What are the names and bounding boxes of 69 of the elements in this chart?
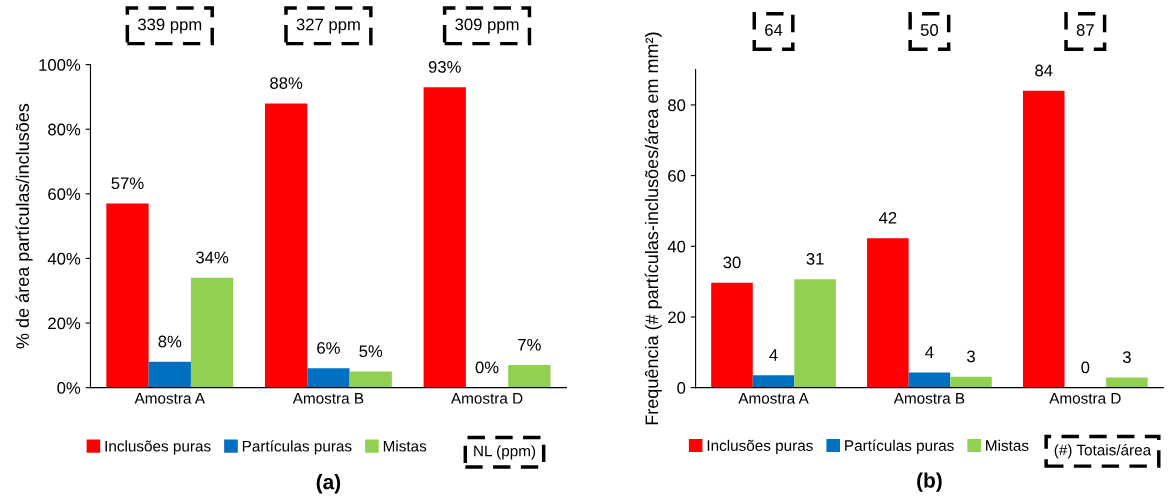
legend-label: Mistas <box>383 440 427 452</box>
data-label: 93% <box>428 61 461 73</box>
x-tick-label: Amostra D <box>1049 393 1121 404</box>
bar <box>711 282 753 388</box>
data-label: 42 <box>878 211 897 224</box>
data-label: 3 <box>967 350 975 363</box>
data-label: 0 <box>1081 361 1090 374</box>
bar <box>508 365 551 388</box>
bar <box>867 238 909 388</box>
data-label: 8% <box>158 335 182 348</box>
y-tick-label: 20 <box>668 311 686 324</box>
bar <box>950 376 992 388</box>
data-label: 31 <box>806 252 824 265</box>
bar <box>307 368 350 388</box>
data-label: 0% <box>475 361 499 374</box>
text: 339 ppm <box>138 18 202 34</box>
bar <box>349 371 392 388</box>
data-label: 84 <box>1035 64 1053 77</box>
bar <box>908 372 951 388</box>
text: NL (ppm) <box>474 445 536 460</box>
data-label: 3 <box>1122 351 1131 364</box>
x-tick-label: Amostra A <box>134 393 205 404</box>
y-tick-label: 0 <box>677 382 686 394</box>
x-tick-label: Amostra B <box>893 393 965 404</box>
data-label: 5% <box>359 345 383 358</box>
bar <box>794 279 836 388</box>
text: 309 ppm <box>455 18 519 34</box>
legend-label: Inclusões puras <box>707 439 813 454</box>
y-tick-label: 40 <box>667 240 686 253</box>
text: 327 ppm <box>296 18 360 34</box>
data-label: 7% <box>518 338 541 351</box>
bar <box>106 203 149 388</box>
y-tick-label: 40% <box>47 252 81 265</box>
x-tick-label: Amostra D <box>450 393 523 404</box>
text: (a) <box>316 474 341 494</box>
legend-label: Inclusões puras <box>105 440 211 455</box>
data-label: 34% <box>196 251 229 264</box>
legend-label: Partículas puras <box>242 440 352 455</box>
data-label: 57% <box>111 177 144 190</box>
x-tick-label: Amostra A <box>738 393 809 404</box>
data-label: 4 <box>769 349 778 361</box>
y-tick-label: 100% <box>39 59 81 71</box>
text: 50 <box>920 24 939 36</box>
text: (b) <box>917 472 942 492</box>
bar <box>1022 90 1065 388</box>
bar <box>264 103 308 388</box>
y-axis-title: % de área partículas/inclusões <box>15 103 33 349</box>
y-tick-label: 80 <box>668 99 686 112</box>
bar <box>423 87 466 388</box>
data-label: 6% <box>317 342 340 354</box>
text: 64 <box>765 24 783 36</box>
legend-label: Partículas puras <box>845 439 954 454</box>
y-tick-label: 80% <box>48 123 81 136</box>
y-tick-label: 0% <box>57 382 81 394</box>
bar <box>1106 377 1148 388</box>
bar <box>190 277 234 388</box>
data-label: 4 <box>925 346 934 358</box>
text: (#) Totais/área <box>1054 444 1152 459</box>
y-tick-label: 60% <box>48 188 81 201</box>
bar <box>148 361 191 388</box>
y-tick-label: 20% <box>48 317 81 330</box>
y-tick-label: 60 <box>668 170 686 182</box>
data-label: 88% <box>270 77 303 89</box>
text: 87 <box>1076 24 1094 36</box>
y-axis-title: Frequência (# partículas-inclusões/área em mm²) <box>644 32 662 425</box>
data-label: 30 <box>723 256 741 269</box>
x-tick-label: Amostra B <box>292 393 364 404</box>
legend-label: Mistas <box>986 439 1029 451</box>
bar <box>752 375 795 388</box>
